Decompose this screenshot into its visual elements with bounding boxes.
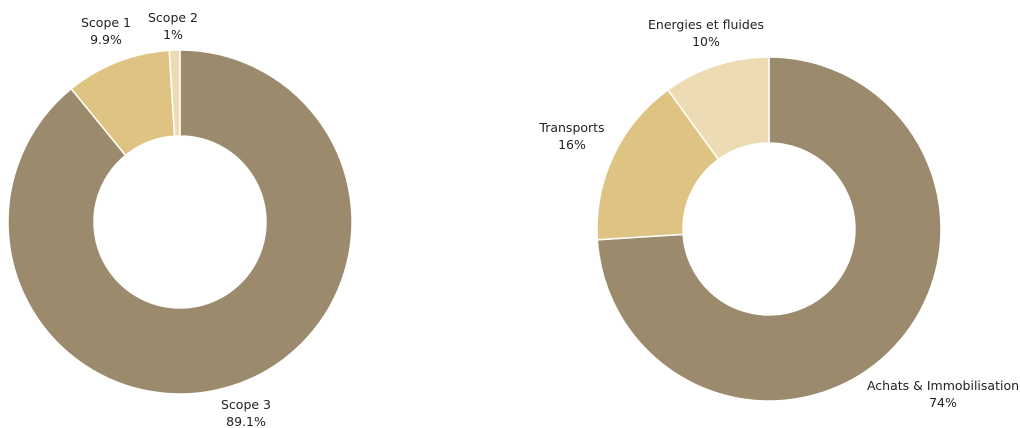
slice-scope-2 xyxy=(168,49,181,137)
donut-labels: Scope 3 89.1% Scope 1 9.9% Scope 2 1% xyxy=(81,10,271,428)
donut-chart-scopes: Scope 3 89.1% Scope 1 9.9% Scope 2 1% xyxy=(7,10,353,428)
slice-label-scope-3: Scope 3 xyxy=(221,397,271,412)
slice-scope-3 xyxy=(7,49,353,395)
slice-value-scope-2: 1% xyxy=(163,27,183,42)
slice-value-energies-et-fluides: 10% xyxy=(692,34,720,49)
slice-label-energies-et-fluides: Energies et fluides xyxy=(648,17,764,32)
slice-energies-et-fluides xyxy=(666,56,770,161)
slice-label-achats-immobilisation: Achats & Immobilisation xyxy=(867,378,1019,393)
donut-slices xyxy=(7,49,353,395)
donut-labels: Achats & Immobilisation 74% Transports 1… xyxy=(538,17,1019,410)
slice-label-scope-2: Scope 2 xyxy=(148,10,198,25)
slice-value-achats-immobilisation: 74% xyxy=(929,395,957,410)
slice-achats-immobilisation xyxy=(596,56,942,402)
slice-label-transports: Transports xyxy=(538,120,604,135)
donut-chart-categories: Achats & Immobilisation 74% Transports 1… xyxy=(538,17,1019,410)
slice-value-scope-1: 9.9% xyxy=(90,32,122,47)
slice-value-transports: 16% xyxy=(558,137,586,152)
slice-value-scope-3: 89.1% xyxy=(226,414,266,428)
slice-label-scope-1: Scope 1 xyxy=(81,15,131,30)
donut-slices xyxy=(596,56,942,402)
